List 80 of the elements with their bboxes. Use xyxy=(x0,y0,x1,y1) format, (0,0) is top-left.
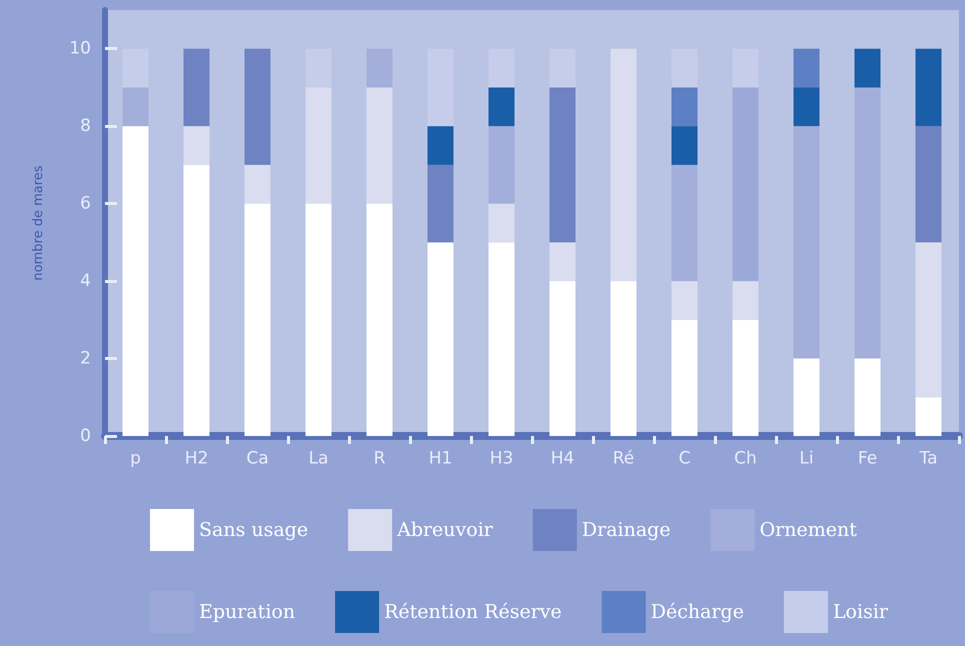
bar xyxy=(428,242,454,436)
bar xyxy=(672,281,698,320)
y-tick-label: 0 xyxy=(80,426,91,446)
bar xyxy=(122,87,148,126)
bar xyxy=(916,48,942,126)
bar xyxy=(428,126,454,165)
bar xyxy=(488,126,514,204)
bar xyxy=(550,48,576,88)
bar xyxy=(488,242,514,436)
y-tick-label: 4 xyxy=(80,271,91,292)
bar xyxy=(428,164,454,242)
y-axis-title: nombre de mares xyxy=(31,165,46,281)
y-tick-label: 8 xyxy=(80,116,91,136)
bar xyxy=(610,48,636,282)
legend-label: Sans usage xyxy=(199,519,308,541)
bar xyxy=(244,48,270,165)
x-tick-label: R xyxy=(374,448,386,468)
bar xyxy=(794,87,820,126)
bar xyxy=(672,320,698,436)
legend-label: Drainage xyxy=(582,519,671,541)
legend-label: Décharge xyxy=(650,601,744,623)
x-tick-label: La xyxy=(308,448,328,468)
x-tick-label: Fe xyxy=(858,448,878,468)
bar xyxy=(672,87,698,126)
x-tick-label: Li xyxy=(799,448,814,468)
x-tick-label: Ch xyxy=(734,448,757,468)
bar xyxy=(794,358,820,436)
bar xyxy=(732,48,758,88)
bar xyxy=(488,87,514,126)
bar xyxy=(794,48,820,88)
bar xyxy=(306,204,332,436)
bar xyxy=(184,126,210,165)
bar xyxy=(122,48,148,88)
bar xyxy=(366,87,392,204)
legend-label: Epuration xyxy=(199,601,296,623)
x-tick-label: H4 xyxy=(550,448,574,468)
x-tick-label: p xyxy=(130,448,141,468)
bar xyxy=(672,48,698,88)
y-tick-label: 6 xyxy=(80,194,91,214)
bar xyxy=(244,204,270,436)
x-tick-label: H2 xyxy=(184,448,208,468)
bar xyxy=(366,48,392,88)
y-tick-label: 2 xyxy=(80,348,91,369)
x-tick-label: Ta xyxy=(918,448,938,468)
x-tick-label: Ré xyxy=(612,448,634,468)
bar xyxy=(916,242,942,398)
x-tick-label: C xyxy=(678,448,690,468)
bar xyxy=(732,320,758,436)
bar xyxy=(732,87,758,282)
x-tick-label: Ca xyxy=(246,448,269,468)
bar xyxy=(732,281,758,320)
bar xyxy=(916,397,942,436)
legend-label: Abreuvoir xyxy=(396,519,494,541)
bar xyxy=(488,204,514,242)
bar xyxy=(672,164,698,282)
bar xyxy=(854,48,880,88)
bar xyxy=(550,87,576,242)
legend-label: Ornement xyxy=(760,519,858,541)
bar xyxy=(854,358,880,436)
bar xyxy=(488,48,514,88)
x-tick-label: H3 xyxy=(490,448,514,468)
bar xyxy=(854,87,880,359)
legend-label: Rétention Réserve xyxy=(384,601,562,623)
bar xyxy=(550,281,576,436)
bar xyxy=(306,87,332,204)
bar xyxy=(550,242,576,282)
bar xyxy=(122,126,148,436)
y-tick-label: 10 xyxy=(69,38,91,59)
legend-label: Loisir xyxy=(832,601,889,623)
bar xyxy=(610,281,636,436)
bar xyxy=(306,48,332,88)
bar xyxy=(184,164,210,436)
bar xyxy=(184,48,210,126)
bar xyxy=(794,126,820,359)
bar xyxy=(672,126,698,165)
bar xyxy=(366,204,392,436)
bar xyxy=(244,164,270,204)
bar xyxy=(428,48,454,126)
x-tick-label: H1 xyxy=(428,448,452,468)
bar xyxy=(916,126,942,242)
